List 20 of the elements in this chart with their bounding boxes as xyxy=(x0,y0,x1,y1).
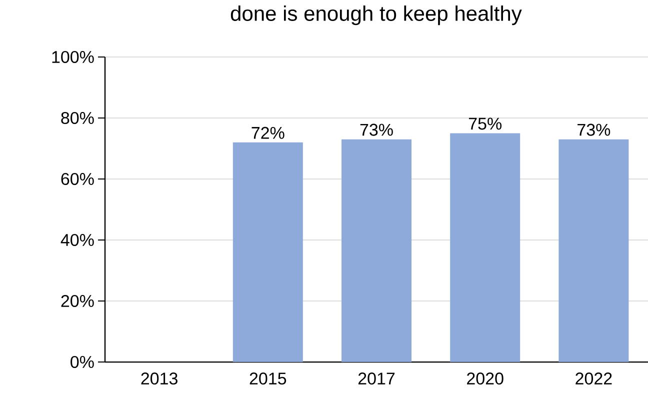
x-tick-label: 2013 xyxy=(141,372,178,385)
x-tick-label: 2015 xyxy=(250,372,286,385)
x-tick-label: 2020 xyxy=(467,372,504,385)
data-label: 73% xyxy=(578,124,610,136)
y-tick-label: 20% xyxy=(61,294,94,308)
data-label: 73% xyxy=(360,124,393,136)
y-tick-label: 80% xyxy=(61,112,94,124)
y-tick-label: 100% xyxy=(52,50,94,64)
y-tick-label: 40% xyxy=(60,234,94,246)
bar xyxy=(232,142,303,362)
bar xyxy=(558,139,629,362)
x-tick-label: 2017 xyxy=(358,372,395,385)
data-label: 75% xyxy=(468,118,502,130)
y-tick-label: 60% xyxy=(61,172,94,186)
y-tick-label: 0% xyxy=(70,356,94,368)
bar xyxy=(342,139,412,362)
x-tick-label: 2022 xyxy=(576,372,612,385)
data-label: 72% xyxy=(252,126,284,139)
chart-title: done is enough to keep healthy xyxy=(230,6,522,26)
bar xyxy=(450,133,520,362)
